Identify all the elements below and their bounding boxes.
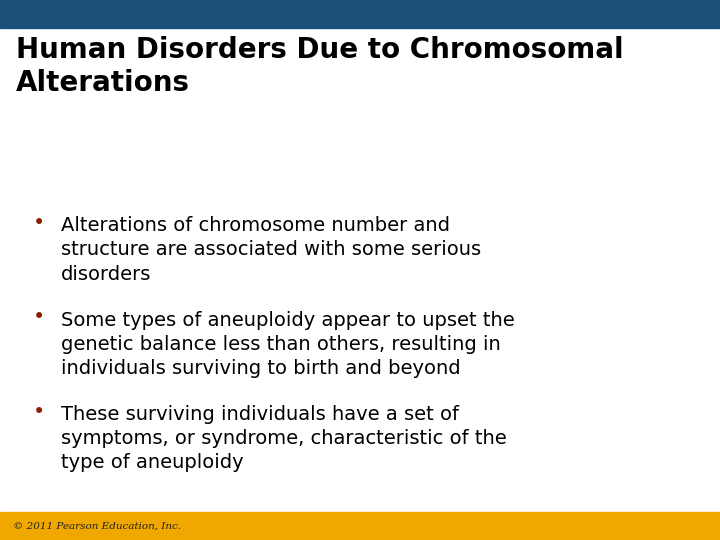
- Text: These surviving individuals have a set of
symptoms, or syndrome, characteristic : These surviving individuals have a set o…: [61, 405, 507, 472]
- Bar: [0, 512, 720, 540]
- Text: •: •: [32, 213, 45, 233]
- Bar: [0, 0, 720, 28]
- Text: Human Disorders Due to Chromosomal
Alterations: Human Disorders Due to Chromosomal Alter…: [16, 36, 624, 97]
- Text: Some types of aneuploidy appear to upset the
genetic balance less than others, r: Some types of aneuploidy appear to upset…: [61, 310, 515, 378]
- Text: •: •: [32, 307, 45, 327]
- Text: © 2011 Pearson Education, Inc.: © 2011 Pearson Education, Inc.: [13, 522, 181, 530]
- Text: •: •: [32, 402, 45, 422]
- Text: Alterations of chromosome number and
structure are associated with some serious
: Alterations of chromosome number and str…: [61, 216, 482, 284]
